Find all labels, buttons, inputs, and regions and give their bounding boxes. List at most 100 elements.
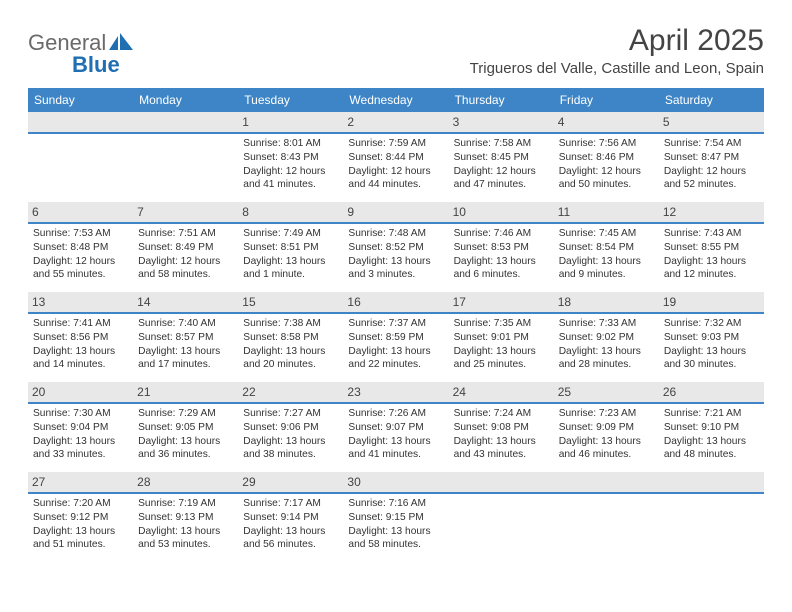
day-number bbox=[28, 112, 133, 134]
sunset-text: Sunset: 8:45 PM bbox=[454, 151, 549, 165]
day-details: Sunrise: 7:19 AMSunset: 9:13 PMDaylight:… bbox=[138, 497, 233, 552]
calendar-week-row: 20Sunrise: 7:30 AMSunset: 9:04 PMDayligh… bbox=[28, 382, 764, 472]
day-details: Sunrise: 7:46 AMSunset: 8:53 PMDaylight:… bbox=[454, 227, 549, 282]
sunrise-text: Sunrise: 7:30 AM bbox=[33, 407, 128, 421]
calendar-day-cell: 2Sunrise: 7:59 AMSunset: 8:44 PMDaylight… bbox=[343, 112, 448, 202]
sunrise-text: Sunrise: 7:48 AM bbox=[348, 227, 443, 241]
day-number: 5 bbox=[659, 112, 764, 134]
weekday-header: Sunday bbox=[28, 88, 133, 112]
daylight-text: Daylight: 13 hours and 53 minutes. bbox=[138, 525, 233, 553]
day-details: Sunrise: 7:37 AMSunset: 8:59 PMDaylight:… bbox=[348, 317, 443, 372]
weekday-header: Thursday bbox=[449, 88, 554, 112]
sunrise-text: Sunrise: 7:21 AM bbox=[664, 407, 759, 421]
sunrise-text: Sunrise: 7:40 AM bbox=[138, 317, 233, 331]
calendar-day-cell: 1Sunrise: 8:01 AMSunset: 8:43 PMDaylight… bbox=[238, 112, 343, 202]
daylight-text: Daylight: 13 hours and 58 minutes. bbox=[348, 525, 443, 553]
daylight-text: Daylight: 13 hours and 51 minutes. bbox=[33, 525, 128, 553]
sunrise-text: Sunrise: 7:49 AM bbox=[243, 227, 338, 241]
day-details: Sunrise: 7:29 AMSunset: 9:05 PMDaylight:… bbox=[138, 407, 233, 462]
day-number: 20 bbox=[28, 382, 133, 404]
calendar-day-cell bbox=[449, 472, 554, 562]
day-number: 9 bbox=[343, 202, 448, 224]
day-number: 1 bbox=[238, 112, 343, 134]
sunset-text: Sunset: 9:13 PM bbox=[138, 511, 233, 525]
daylight-text: Daylight: 13 hours and 14 minutes. bbox=[33, 345, 128, 373]
daylight-text: Daylight: 13 hours and 36 minutes. bbox=[138, 435, 233, 463]
day-number: 26 bbox=[659, 382, 764, 404]
sunset-text: Sunset: 8:56 PM bbox=[33, 331, 128, 345]
sunrise-text: Sunrise: 7:54 AM bbox=[664, 137, 759, 151]
sunrise-text: Sunrise: 7:38 AM bbox=[243, 317, 338, 331]
daylight-text: Daylight: 13 hours and 38 minutes. bbox=[243, 435, 338, 463]
day-number: 14 bbox=[133, 292, 238, 314]
calendar-week-row: 1Sunrise: 8:01 AMSunset: 8:43 PMDaylight… bbox=[28, 112, 764, 202]
day-number bbox=[659, 472, 764, 494]
daylight-text: Daylight: 13 hours and 22 minutes. bbox=[348, 345, 443, 373]
sunrise-text: Sunrise: 7:59 AM bbox=[348, 137, 443, 151]
sunrise-text: Sunrise: 7:46 AM bbox=[454, 227, 549, 241]
calendar-day-cell: 20Sunrise: 7:30 AMSunset: 9:04 PMDayligh… bbox=[28, 382, 133, 472]
day-details: Sunrise: 7:45 AMSunset: 8:54 PMDaylight:… bbox=[559, 227, 654, 282]
sunset-text: Sunset: 8:48 PM bbox=[33, 241, 128, 255]
page-header: GeneralBlue April 2025 Trigueros del Val… bbox=[28, 24, 764, 78]
calendar-day-cell: 9Sunrise: 7:48 AMSunset: 8:52 PMDaylight… bbox=[343, 202, 448, 292]
calendar-day-cell: 13Sunrise: 7:41 AMSunset: 8:56 PMDayligh… bbox=[28, 292, 133, 382]
sunset-text: Sunset: 8:51 PM bbox=[243, 241, 338, 255]
calendar-day-cell: 14Sunrise: 7:40 AMSunset: 8:57 PMDayligh… bbox=[133, 292, 238, 382]
daylight-text: Daylight: 12 hours and 58 minutes. bbox=[138, 255, 233, 283]
sunrise-text: Sunrise: 7:51 AM bbox=[138, 227, 233, 241]
weekday-header: Tuesday bbox=[238, 88, 343, 112]
sunset-text: Sunset: 8:43 PM bbox=[243, 151, 338, 165]
sunset-text: Sunset: 8:57 PM bbox=[138, 331, 233, 345]
day-number: 17 bbox=[449, 292, 554, 314]
day-number: 27 bbox=[28, 472, 133, 494]
sunrise-text: Sunrise: 7:33 AM bbox=[559, 317, 654, 331]
sunrise-text: Sunrise: 7:16 AM bbox=[348, 497, 443, 511]
daylight-text: Daylight: 13 hours and 41 minutes. bbox=[348, 435, 443, 463]
day-number bbox=[554, 472, 659, 494]
sunset-text: Sunset: 9:08 PM bbox=[454, 421, 549, 435]
sunrise-text: Sunrise: 7:32 AM bbox=[664, 317, 759, 331]
calendar-week-row: 27Sunrise: 7:20 AMSunset: 9:12 PMDayligh… bbox=[28, 472, 764, 562]
calendar-day-cell: 6Sunrise: 7:53 AMSunset: 8:48 PMDaylight… bbox=[28, 202, 133, 292]
daylight-text: Daylight: 13 hours and 9 minutes. bbox=[559, 255, 654, 283]
daylight-text: Daylight: 12 hours and 44 minutes. bbox=[348, 165, 443, 193]
daylight-text: Daylight: 13 hours and 30 minutes. bbox=[664, 345, 759, 373]
day-details: Sunrise: 7:21 AMSunset: 9:10 PMDaylight:… bbox=[664, 407, 759, 462]
day-number: 7 bbox=[133, 202, 238, 224]
day-number: 24 bbox=[449, 382, 554, 404]
daylight-text: Daylight: 13 hours and 25 minutes. bbox=[454, 345, 549, 373]
day-number bbox=[449, 472, 554, 494]
calendar-day-cell: 24Sunrise: 7:24 AMSunset: 9:08 PMDayligh… bbox=[449, 382, 554, 472]
brand-logo: GeneralBlue bbox=[28, 24, 134, 78]
sunset-text: Sunset: 9:14 PM bbox=[243, 511, 338, 525]
sunrise-text: Sunrise: 7:29 AM bbox=[138, 407, 233, 421]
sunrise-text: Sunrise: 7:41 AM bbox=[33, 317, 128, 331]
daylight-text: Daylight: 13 hours and 56 minutes. bbox=[243, 525, 338, 553]
weekday-header: Saturday bbox=[659, 88, 764, 112]
calendar-grid: SundayMondayTuesdayWednesdayThursdayFrid… bbox=[28, 88, 764, 562]
sunrise-text: Sunrise: 7:26 AM bbox=[348, 407, 443, 421]
sunset-text: Sunset: 8:46 PM bbox=[559, 151, 654, 165]
calendar-day-cell: 3Sunrise: 7:58 AMSunset: 8:45 PMDaylight… bbox=[449, 112, 554, 202]
weeks-container: 1Sunrise: 8:01 AMSunset: 8:43 PMDaylight… bbox=[28, 112, 764, 562]
day-details: Sunrise: 7:49 AMSunset: 8:51 PMDaylight:… bbox=[243, 227, 338, 282]
sunrise-text: Sunrise: 7:19 AM bbox=[138, 497, 233, 511]
day-details: Sunrise: 7:35 AMSunset: 9:01 PMDaylight:… bbox=[454, 317, 549, 372]
day-details: Sunrise: 7:32 AMSunset: 9:03 PMDaylight:… bbox=[664, 317, 759, 372]
daylight-text: Daylight: 13 hours and 1 minute. bbox=[243, 255, 338, 283]
daylight-text: Daylight: 13 hours and 33 minutes. bbox=[33, 435, 128, 463]
day-number: 2 bbox=[343, 112, 448, 134]
day-number: 23 bbox=[343, 382, 448, 404]
weekday-header-row: SundayMondayTuesdayWednesdayThursdayFrid… bbox=[28, 88, 764, 112]
day-number: 12 bbox=[659, 202, 764, 224]
day-details: Sunrise: 7:17 AMSunset: 9:14 PMDaylight:… bbox=[243, 497, 338, 552]
day-number: 8 bbox=[238, 202, 343, 224]
day-number: 22 bbox=[238, 382, 343, 404]
daylight-text: Daylight: 12 hours and 52 minutes. bbox=[664, 165, 759, 193]
calendar-day-cell: 21Sunrise: 7:29 AMSunset: 9:05 PMDayligh… bbox=[133, 382, 238, 472]
daylight-text: Daylight: 13 hours and 6 minutes. bbox=[454, 255, 549, 283]
calendar-day-cell bbox=[133, 112, 238, 202]
daylight-text: Daylight: 13 hours and 28 minutes. bbox=[559, 345, 654, 373]
sunrise-text: Sunrise: 7:43 AM bbox=[664, 227, 759, 241]
